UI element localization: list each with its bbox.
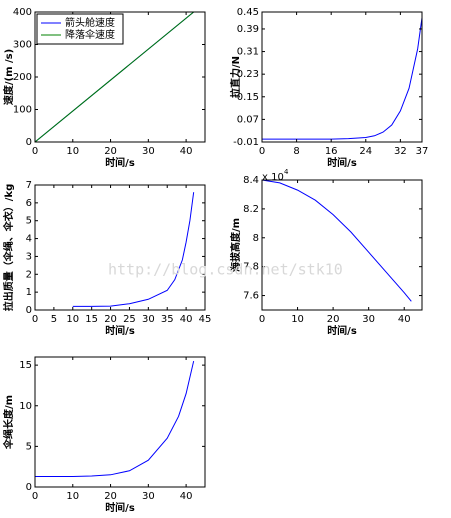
axes-frame [34,356,206,488]
x-tick-label: 10 [66,314,79,325]
axes-frame [261,179,423,311]
x-axis-label: 时间/s [105,324,135,337]
x-tick-label: 30 [362,314,375,325]
y-axis-label: 海拔高度/m [229,218,242,272]
x-axis-label: 时间/s [327,156,357,169]
x-tick-label: 35 [161,314,174,325]
x-axis-label: 时间/s [105,156,135,169]
x-tick-label: 8 [293,146,299,157]
axes-frame [261,11,423,143]
x-tick-label: 40 [180,146,193,157]
plot-area [262,12,422,142]
x-tick-label: 20 [327,314,340,325]
x-tick-label: 37 [416,146,429,157]
x-tick-label: 40 [180,314,193,325]
data-line [34,11,194,143]
y-tick-label: 7.6 [243,291,259,302]
y-tick-label: 7 [26,180,32,191]
x-tick-label: 24 [359,146,372,157]
y-axis-label: 伞绳长度/m [2,395,15,450]
legend-box [36,13,124,45]
legend-label: 箭头舱速度 [65,16,115,29]
x-tick-label: 20 [104,314,117,325]
y-axis-label: 拉直力/N [229,56,242,98]
x-tick-label: 32 [394,146,407,157]
y-axis-label: 速度/(m /s) [2,49,15,105]
legend-label: 降落伞速度 [65,28,115,41]
y-tick-label: 0.07 [237,114,259,125]
y-axis-label: 拉出质量（伞绳、伞衣）/kg [2,184,15,311]
y-tick-label: 8.4 [243,175,259,186]
y-tick-label: 200 [13,72,32,83]
x-tick-label: 5 [51,314,57,325]
y-tick-label: 0 [26,482,32,493]
x-tick-label: 20 [104,146,117,157]
data-line [35,360,195,477]
x-tick-label: 0 [259,314,265,325]
y-tick-label: 5 [26,216,32,227]
y-tick-label: 300 [13,40,32,51]
x-tick-label: 15 [85,314,98,325]
y-scale-exp: 4 [284,168,289,176]
y-tick-label: 8 [253,233,259,244]
x-tick-label: 0 [32,491,38,502]
plot-area [262,180,422,310]
y-tick-label: 400 [13,7,32,18]
y-tick-label: 7.8 [243,262,259,273]
plot-area [35,357,205,487]
y-tick-label: 100 [13,105,32,116]
y-tick-label: 1 [26,287,32,298]
y-tick-label: 0.39 [237,24,259,35]
y-tick-label: 0 [26,137,32,148]
y-tick-label: 0.23 [237,69,259,80]
y-tick-label: -0.01 [233,137,259,148]
x-tick-label: 0 [32,314,38,325]
y-tick-label: 0.31 [237,47,259,58]
x-tick-label: 30 [142,146,155,157]
x-tick-label: 10 [291,314,304,325]
x-tick-label: 40 [398,314,411,325]
y-tick-label: 8.2 [243,204,259,215]
x-tick-label: 30 [142,491,155,502]
plot-area [35,185,205,310]
x-tick-label: 20 [104,491,117,502]
x-tick-label: 0 [32,146,38,157]
x-tick-label: 0 [259,146,265,157]
y-tick-label: 0.45 [237,7,259,18]
x-tick-label: 30 [142,314,155,325]
y-tick-label: 5 [26,441,32,452]
x-tick-label: 10 [66,491,79,502]
y-tick-label: 0.15 [237,92,259,103]
axes-frame [34,184,206,311]
data-line [261,179,412,302]
y-tick-label: 15 [19,360,32,371]
x-tick-label: 40 [180,491,193,502]
y-tick-label: 0 [26,305,32,316]
x-axis-label: 时间/s [105,501,135,514]
y-tick-label: 6 [26,198,32,209]
x-tick-label: 16 [325,146,338,157]
y-tick-label: 4 [26,234,32,245]
x-tick-label: 45 [199,314,212,325]
y-scale-base: x 10 [262,172,284,183]
x-tick-label: 10 [66,146,79,157]
x-axis-label: 时间/s [327,324,357,337]
y-tick-label: 3 [26,251,32,262]
x-tick-label: 25 [123,314,136,325]
y-tick-label: 2 [26,269,32,280]
data-line [262,17,423,140]
y-tick-label: 10 [19,401,32,412]
data-line [72,192,195,307]
watermark: http://blog.csdn.net/stk10 [108,261,343,279]
